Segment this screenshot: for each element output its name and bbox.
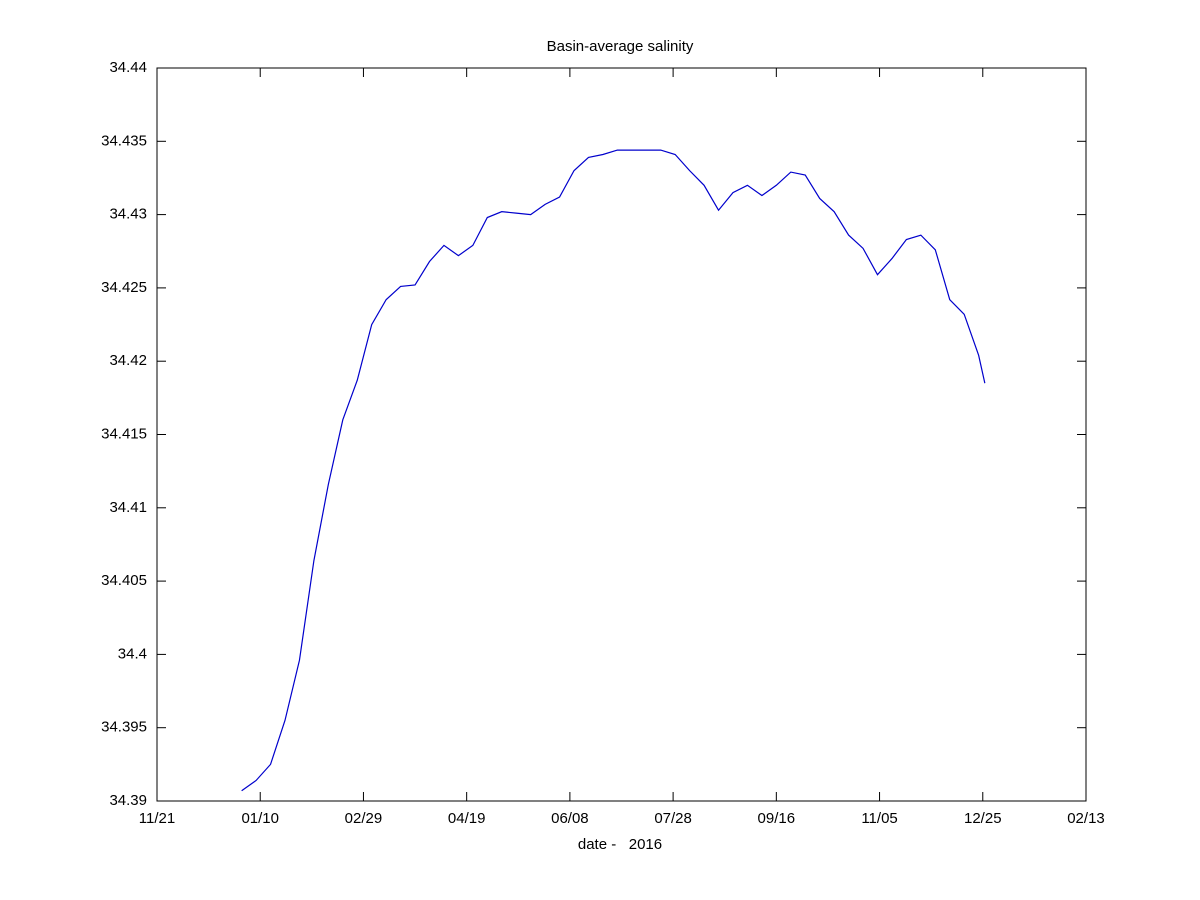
x-tick-label: 11/05 <box>861 810 897 827</box>
y-tick-label: 34.41 <box>109 499 147 516</box>
x-tick-label: 06/08 <box>551 810 589 827</box>
x-tick-label: 09/16 <box>758 810 796 827</box>
x-tick-label: 07/28 <box>654 810 692 827</box>
y-tick-label: 34.43 <box>109 206 147 223</box>
x-tick-label: 11/21 <box>139 810 175 827</box>
y-tick-label: 34.44 <box>109 59 147 76</box>
x-tick-label: 12/25 <box>964 810 1002 827</box>
chart-title: Basin-average salinity <box>547 38 694 55</box>
y-tick-label: 34.39 <box>109 792 147 809</box>
y-tick-label: 34.395 <box>101 719 147 736</box>
y-tick-label: 34.435 <box>101 132 147 149</box>
y-tick-label: 34.425 <box>101 279 147 296</box>
x-tick-label: 01/10 <box>241 810 279 827</box>
y-tick-label: 34.415 <box>101 425 147 442</box>
x-tick-label: 02/13 <box>1067 810 1105 827</box>
y-tick-label: 34.405 <box>101 572 147 589</box>
x-tick-label: 04/19 <box>448 810 486 827</box>
data-line <box>241 149 986 792</box>
x-tick-label: 02/29 <box>345 810 383 827</box>
y-tick-label: 34.42 <box>109 352 147 369</box>
y-tick-label: 34.4 <box>118 645 147 662</box>
x-axis-label: date - 2016 <box>578 836 662 853</box>
